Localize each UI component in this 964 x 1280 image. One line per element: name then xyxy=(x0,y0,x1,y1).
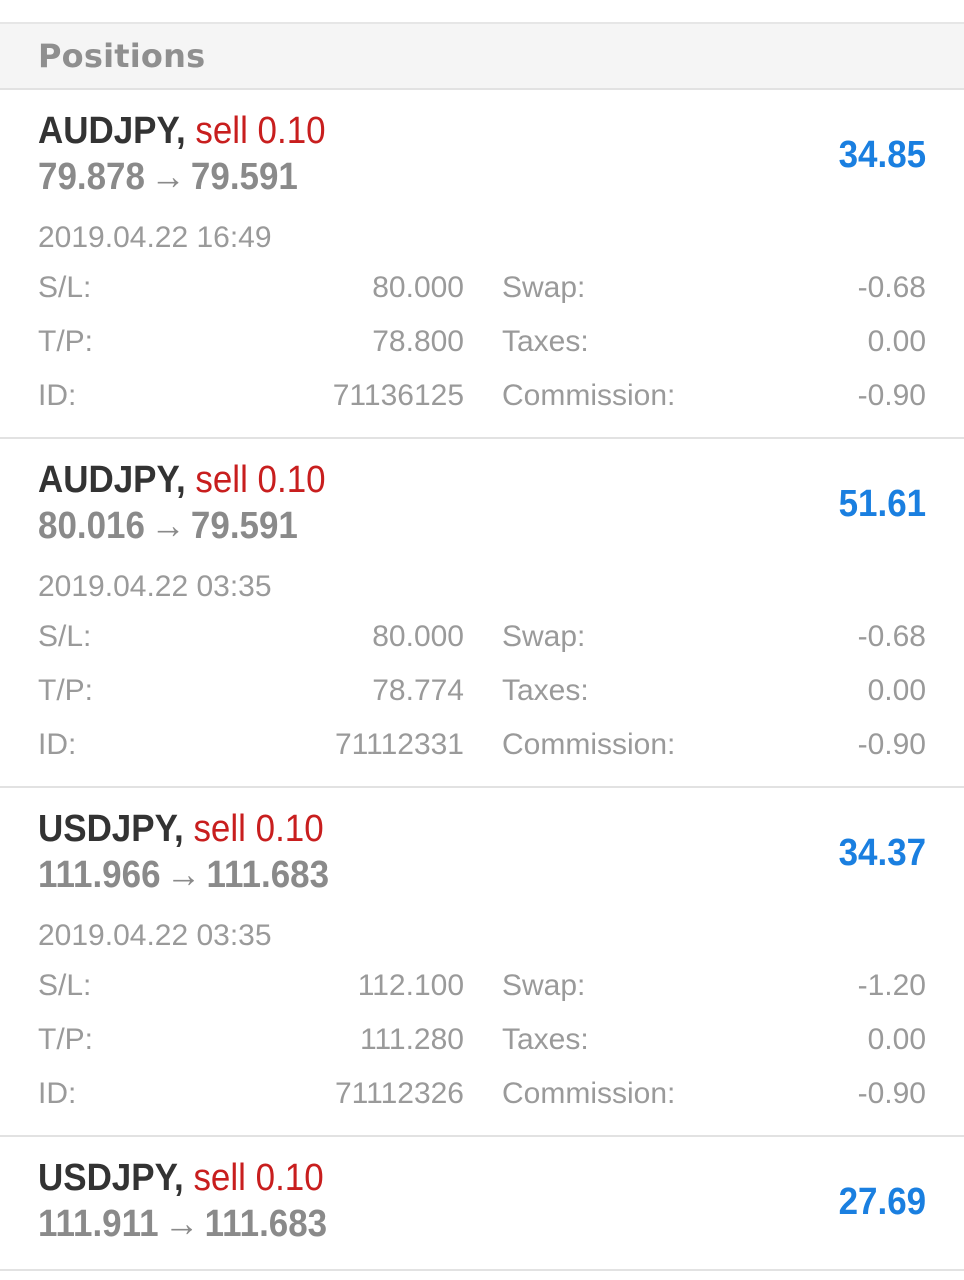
taxes-label: Taxes: xyxy=(502,674,589,707)
id-label: ID: xyxy=(38,1077,77,1110)
position-symbol: AUDJPY, xyxy=(38,459,186,501)
taxes-value: 0.00 xyxy=(867,1023,926,1056)
arrow-right-icon: → xyxy=(166,854,201,896)
detail-row-tp-taxes: T/P: 78.774 Taxes: 0.00 xyxy=(38,673,926,727)
detail-row-sl-swap: S/L: 80.000 Swap: -0.68 xyxy=(38,270,926,324)
id-label: ID: xyxy=(38,728,77,761)
position-profit: 34.37 xyxy=(838,832,926,874)
position-time: 2019.04.22 16:49 xyxy=(38,221,272,254)
position-details: S/L: 80.000 Swap: -0.68 T/P: 78.774 Taxe… xyxy=(38,619,926,781)
commission-label: Commission: xyxy=(502,1077,676,1110)
detail-row-tp-taxes: T/P: 111.280 Taxes: 0.00 xyxy=(38,1022,926,1076)
swap-value: -1.20 xyxy=(857,969,926,1002)
tp-value: 78.800 xyxy=(372,325,464,358)
positions-header: Positions xyxy=(0,24,964,90)
position-details: S/L: 80.000 Swap: -0.68 T/P: 78.800 Taxe… xyxy=(38,270,926,432)
taxes-value: 0.00 xyxy=(867,325,926,358)
sl-value: 112.100 xyxy=(357,969,464,1002)
position-item[interactable]: USDJPY, sell 0.10 111.966 → 111.683 34.37 … xyxy=(0,788,964,1137)
swap-value: -0.68 xyxy=(857,271,926,304)
open-price: 80.016 xyxy=(38,505,145,547)
sl-label: S/L: xyxy=(38,271,92,304)
detail-row-tp-taxes: T/P: 78.800 Taxes: 0.00 xyxy=(38,324,926,378)
id-value: 71112331 xyxy=(334,728,464,761)
current-price: 111.683 xyxy=(204,1203,328,1245)
taxes-value: 0.00 xyxy=(867,674,926,707)
position-symbol: USDJPY, xyxy=(38,1157,184,1199)
position-profit: 51.61 xyxy=(838,483,926,525)
commission-label: Commission: xyxy=(502,728,676,761)
position-symbol: USDJPY, xyxy=(38,808,184,850)
swap-label: Swap: xyxy=(502,969,586,1002)
commission-label: Commission: xyxy=(502,379,676,412)
position-side: sell 0.10 xyxy=(193,1157,324,1199)
position-item[interactable]: AUDJPY, sell 0.10 80.016 → 79.591 51.61 20… xyxy=(0,439,964,788)
position-time: 2019.04.22 03:35 xyxy=(38,919,272,952)
position-item[interactable]: USDJPY, sell 0.10 111.911 → 111.683 27.69 xyxy=(0,1137,964,1271)
current-price: 79.591 xyxy=(190,156,298,198)
id-label: ID: xyxy=(38,379,77,412)
arrow-right-icon: → xyxy=(150,505,186,547)
position-side: sell 0.10 xyxy=(193,808,324,850)
swap-value: -0.68 xyxy=(857,620,926,653)
top-strip xyxy=(0,0,964,24)
position-details: S/L: 112.100 Swap: -1.20 T/P: 111.280 Ta… xyxy=(38,968,926,1130)
detail-row-sl-swap: S/L: 112.100 Swap: -1.20 xyxy=(38,968,926,1022)
position-item[interactable]: AUDJPY, sell 0.10 79.878 → 79.591 34.85 20… xyxy=(0,90,964,439)
position-profit: 34.85 xyxy=(838,134,926,176)
detail-row-sl-swap: S/L: 80.000 Swap: -0.68 xyxy=(38,619,926,673)
position-prices: 79.878 → 79.591 xyxy=(38,154,298,200)
tp-label: T/P: xyxy=(38,1023,94,1056)
position-side: sell 0.10 xyxy=(195,110,326,152)
id-value: 71112326 xyxy=(334,1077,464,1110)
position-side: sell 0.10 xyxy=(195,459,326,501)
commission-value: -0.90 xyxy=(857,1077,926,1110)
detail-row-id-commission: ID: 71112331 Commission: -0.90 xyxy=(38,727,926,781)
position-title: AUDJPY, sell 0.10 xyxy=(38,108,326,154)
sl-value: 80.000 xyxy=(372,620,464,653)
sl-label: S/L: xyxy=(38,969,92,1002)
commission-value: -0.90 xyxy=(857,379,926,412)
detail-row-id-commission: ID: 71136125 Commission: -0.90 xyxy=(38,378,926,432)
position-title: USDJPY, sell 0.10 xyxy=(38,1155,324,1201)
position-profit: 27.69 xyxy=(838,1181,926,1223)
swap-label: Swap: xyxy=(502,271,586,304)
position-prices: 80.016 → 79.591 xyxy=(38,503,298,549)
current-price: 111.683 xyxy=(206,854,330,896)
open-price: 111.966 xyxy=(38,854,161,896)
positions-header-title: Positions xyxy=(38,37,206,75)
position-time: 2019.04.22 03:35 xyxy=(38,570,272,603)
tp-value: 111.280 xyxy=(360,1023,464,1056)
arrow-right-icon: → xyxy=(150,156,186,198)
id-value: 71136125 xyxy=(332,379,464,412)
arrow-right-icon: → xyxy=(164,1203,200,1245)
tp-label: T/P: xyxy=(38,674,94,707)
taxes-label: Taxes: xyxy=(502,1023,589,1056)
position-title: AUDJPY, sell 0.10 xyxy=(38,457,326,503)
commission-value: -0.90 xyxy=(857,728,926,761)
taxes-label: Taxes: xyxy=(502,325,589,358)
position-prices: 111.966 → 111.683 xyxy=(38,852,329,898)
sl-label: S/L: xyxy=(38,620,92,653)
swap-label: Swap: xyxy=(502,620,586,653)
position-prices: 111.911 → 111.683 xyxy=(38,1201,327,1247)
detail-row-id-commission: ID: 71112326 Commission: -0.90 xyxy=(38,1076,926,1130)
position-symbol: AUDJPY, xyxy=(38,110,186,152)
tp-value: 78.774 xyxy=(372,674,464,707)
position-title: USDJPY, sell 0.10 xyxy=(38,806,324,852)
open-price: 111.911 xyxy=(38,1203,159,1245)
current-price: 79.591 xyxy=(190,505,298,547)
tp-label: T/P: xyxy=(38,325,94,358)
sl-value: 80.000 xyxy=(372,271,464,304)
open-price: 79.878 xyxy=(38,156,145,198)
